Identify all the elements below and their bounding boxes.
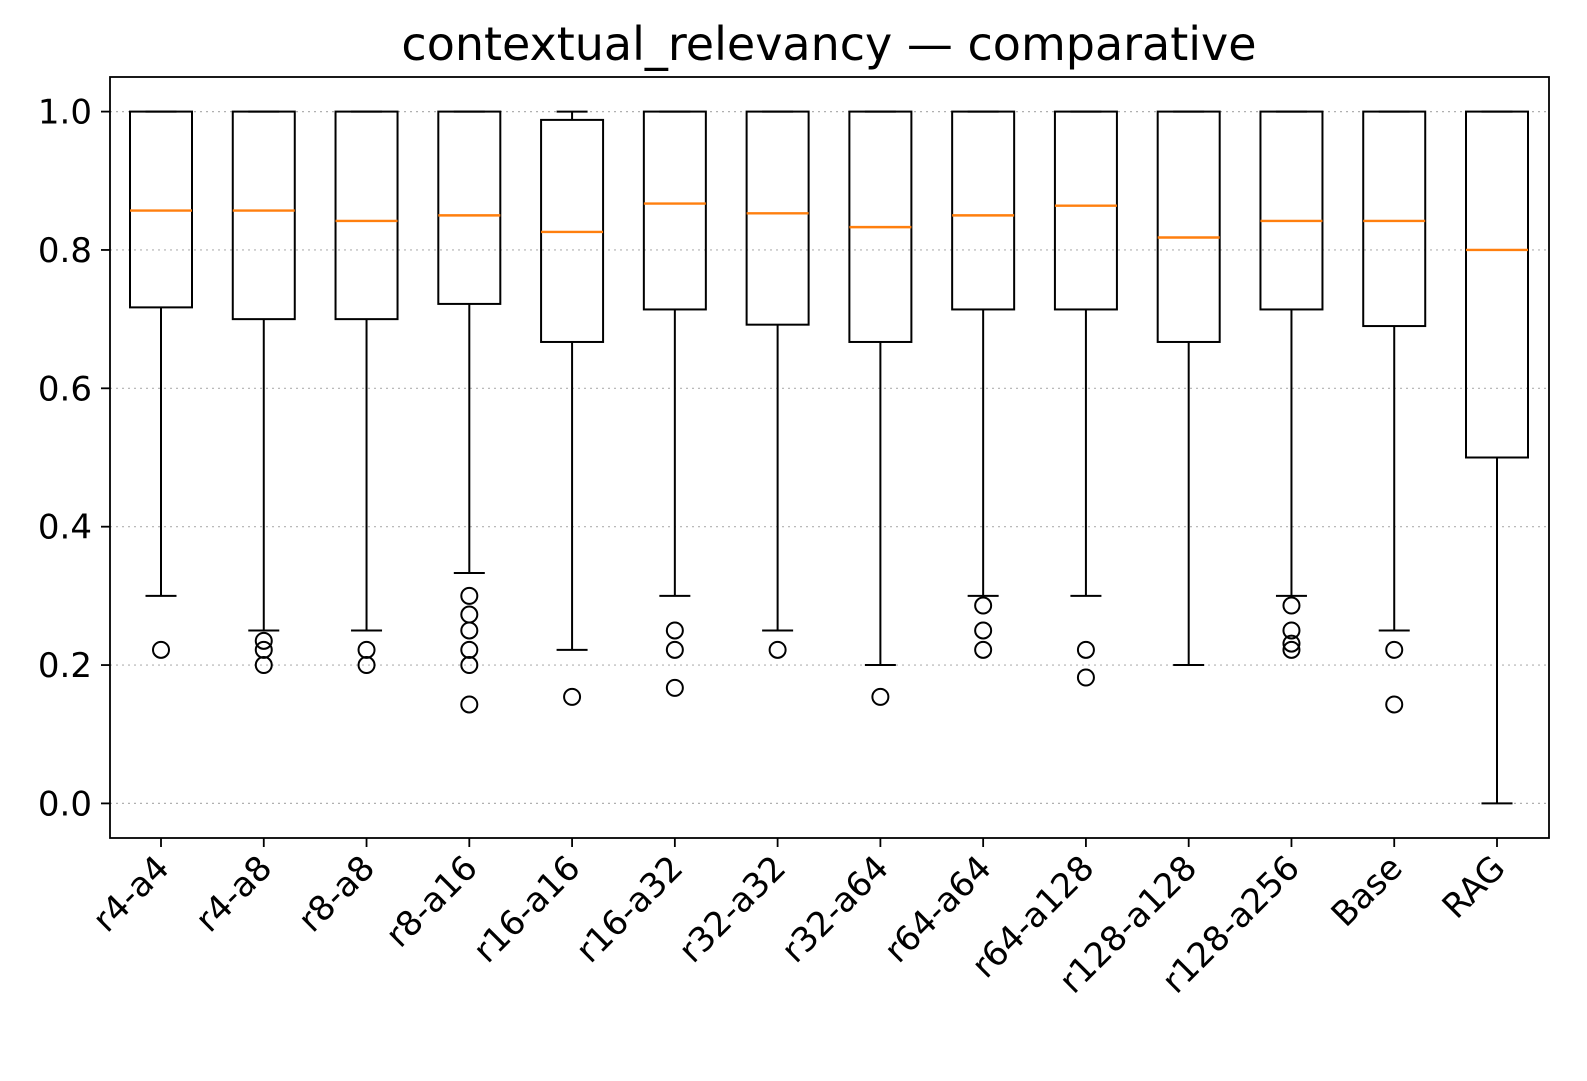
box-plot-r32-a32 — [745, 110, 810, 659]
box-plot-r8-a8 — [334, 110, 399, 675]
y-tick-label: 0.4 — [38, 508, 92, 548]
outlier-point — [254, 656, 273, 675]
outlier-point — [1282, 634, 1301, 653]
box — [745, 110, 810, 326]
box — [1259, 110, 1324, 311]
outlier-point — [460, 621, 479, 640]
box — [231, 110, 296, 321]
box-plot-r64-a128 — [1053, 110, 1118, 687]
x-tick-label: r8-a8 — [291, 848, 383, 940]
x-tick-label: r32-a64 — [774, 848, 897, 971]
y-tick-label: 0.6 — [38, 369, 92, 409]
outlier-point — [974, 640, 993, 659]
outlier-point — [357, 656, 376, 675]
box — [334, 110, 399, 321]
box — [437, 110, 502, 305]
box-plot-Base — [1362, 110, 1427, 714]
x-tick-label: RAG — [1435, 848, 1514, 927]
outlier-point — [1282, 596, 1301, 615]
box-plot-r8-a16 — [437, 110, 502, 714]
outlier-point — [1282, 640, 1301, 659]
box-plot-r64-a64 — [951, 110, 1016, 659]
y-axis: 0.0 0.2 0.4 0.6 0.8 1.0 — [38, 93, 110, 824]
x-tick-label: r4-a8 — [188, 848, 280, 940]
box-plot-r16-a16 — [540, 110, 605, 706]
outlier-point — [665, 678, 684, 697]
outlier-point — [254, 631, 273, 650]
outlier-point — [1076, 640, 1095, 659]
outlier-point — [665, 621, 684, 640]
box-plots — [129, 110, 1529, 805]
outlier-point — [460, 695, 479, 714]
axes-frame — [109, 76, 1550, 839]
grid-lines — [110, 110, 1549, 805]
box — [1156, 110, 1221, 343]
outlier-point — [871, 687, 890, 706]
outlier-point — [974, 596, 993, 615]
box-plot-r4-a8 — [231, 110, 296, 675]
outlier-point — [563, 687, 582, 706]
outlier-point — [1076, 668, 1095, 687]
box — [1465, 110, 1529, 459]
y-tick-label: 1.0 — [38, 93, 92, 133]
outlier-point — [460, 605, 479, 624]
box — [1053, 110, 1118, 311]
box — [642, 110, 707, 311]
outlier-point — [460, 586, 479, 605]
x-tick-label: Base — [1324, 848, 1411, 935]
box — [1362, 110, 1427, 328]
box-plot-RAG — [1465, 110, 1529, 805]
box-plot-r32-a64 — [848, 110, 913, 706]
y-tick-label: 0.8 — [38, 231, 92, 271]
x-tick-label: r32-a32 — [671, 848, 794, 971]
outlier-point — [1385, 640, 1404, 659]
box-plot-r128-a128 — [1156, 110, 1221, 667]
y-tick-label: 0.0 — [38, 784, 92, 824]
outlier-point — [974, 621, 993, 640]
box-plot-r128-a256 — [1259, 110, 1324, 659]
x-axis: r4-a4 r4-a8 r8-a8r8-a16r16-a16r16-a32r32-a… — [85, 838, 1513, 1001]
box — [951, 110, 1016, 311]
outlier-point — [460, 640, 479, 659]
box-plot-r16-a32 — [642, 110, 707, 697]
outlier-point — [665, 640, 684, 659]
y-tick-label: 0.2 — [38, 646, 92, 686]
outlier-point — [357, 640, 376, 659]
outlier-point — [1282, 621, 1301, 640]
outlier-point — [460, 656, 479, 675]
x-tick-label: r16-a16 — [466, 848, 589, 971]
x-tick-label: r4-a4 — [85, 848, 177, 940]
outlier-point — [1385, 695, 1404, 714]
x-tick-label: r16-a32 — [568, 848, 691, 971]
outlier-point — [152, 640, 170, 659]
box-plot-r4-a4 — [129, 110, 193, 659]
outlier-point — [768, 640, 787, 659]
chart-title: contextual_relevancy — comparative — [401, 17, 1256, 71]
